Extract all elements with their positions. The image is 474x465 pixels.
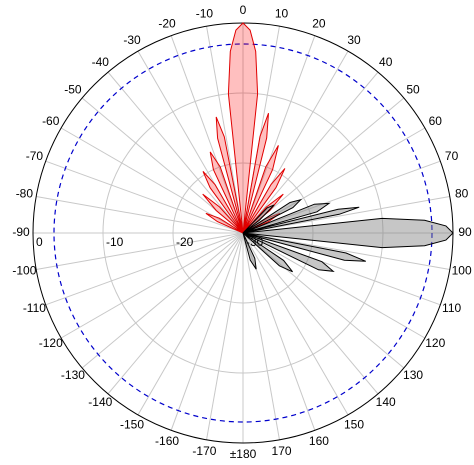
angle-tick-label: 90 xyxy=(458,225,472,239)
radial-grid-line xyxy=(206,232,244,440)
radial-grid-line xyxy=(242,232,316,431)
angle-tick-label: 0 xyxy=(240,3,247,17)
radial-grid-line xyxy=(107,71,244,234)
radial-grid-line xyxy=(170,35,244,234)
angle-tick-label: 100 xyxy=(452,264,472,278)
angle-tick-label: ±180 xyxy=(230,447,257,461)
angle-tick-label: -80 xyxy=(16,187,34,201)
radial-grid-line xyxy=(242,232,426,339)
radial-grid-line xyxy=(81,232,244,369)
angle-tick-label: 160 xyxy=(309,434,329,448)
angle-tick-label: 70 xyxy=(445,149,459,163)
radial-grid-line xyxy=(170,232,244,431)
angle-tick-label: 60 xyxy=(429,114,443,128)
r-tick-label: -20 xyxy=(176,235,194,249)
angle-tick-label: 120 xyxy=(425,336,445,350)
angle-tick-label: -110 xyxy=(23,301,46,315)
angle-tick-label: -60 xyxy=(42,114,60,128)
angle-tick-label: -130 xyxy=(61,368,85,382)
angle-tick-label: 140 xyxy=(376,395,396,409)
radial-grid-line xyxy=(45,160,244,234)
angle-tick-label: -30 xyxy=(123,33,141,47)
radial-grid-line xyxy=(60,232,244,339)
angle-tick-label: -160 xyxy=(155,434,179,448)
pattern xyxy=(242,198,454,273)
radial-grid-line xyxy=(242,35,316,234)
grid-circle xyxy=(172,162,314,304)
radial-grid-line xyxy=(242,196,450,234)
r-tick-label: 0 xyxy=(36,235,43,249)
angle-tick-label: -100 xyxy=(12,264,36,278)
angle-tick-label: 50 xyxy=(406,82,420,96)
angle-tick-label: 110 xyxy=(442,301,461,315)
angle-tick-label: 30 xyxy=(347,33,361,47)
angle-tick-label: -20 xyxy=(158,17,176,31)
angle-tick-label: -40 xyxy=(92,55,110,69)
angle-tick-label: -70 xyxy=(26,149,44,163)
reference-circle xyxy=(53,43,433,423)
angle-tick-label: 80 xyxy=(455,187,469,201)
angle-tick-label: 130 xyxy=(403,368,423,382)
angle-tick-label: -50 xyxy=(64,82,82,96)
grid-circle xyxy=(102,92,384,374)
radial-grid-line xyxy=(36,232,244,270)
radial-grid-line xyxy=(206,26,244,234)
radial-grid-line xyxy=(36,196,244,234)
radial-grid-line xyxy=(242,160,441,234)
radial-grid-line xyxy=(242,232,379,395)
angle-tick-label: 20 xyxy=(312,17,326,31)
angle-tick-label: -150 xyxy=(120,417,144,431)
radial-grid-line xyxy=(45,232,244,306)
pattern xyxy=(202,22,286,234)
radial-grid-line xyxy=(137,232,244,416)
radial-grid-line xyxy=(242,232,280,440)
r-tick-label: -10 xyxy=(106,235,124,249)
angle-tick-label: 150 xyxy=(344,417,364,431)
radial-grid-line xyxy=(242,71,379,234)
radial-grid-line xyxy=(107,232,244,395)
angle-tick-label: -170 xyxy=(192,444,216,458)
radial-grid-line xyxy=(242,232,405,369)
angle-tick-label: 40 xyxy=(379,55,393,69)
radial-grid-line xyxy=(242,232,450,270)
angle-tick-label: -90 xyxy=(12,225,30,239)
angle-tick-label: -140 xyxy=(88,395,112,409)
angle-tick-label: -10 xyxy=(196,7,214,21)
angle-tick-label: -120 xyxy=(39,336,63,350)
angle-tick-label: 170 xyxy=(272,444,292,458)
radial-grid-line xyxy=(242,232,349,416)
angle-tick-label: 10 xyxy=(275,7,289,21)
